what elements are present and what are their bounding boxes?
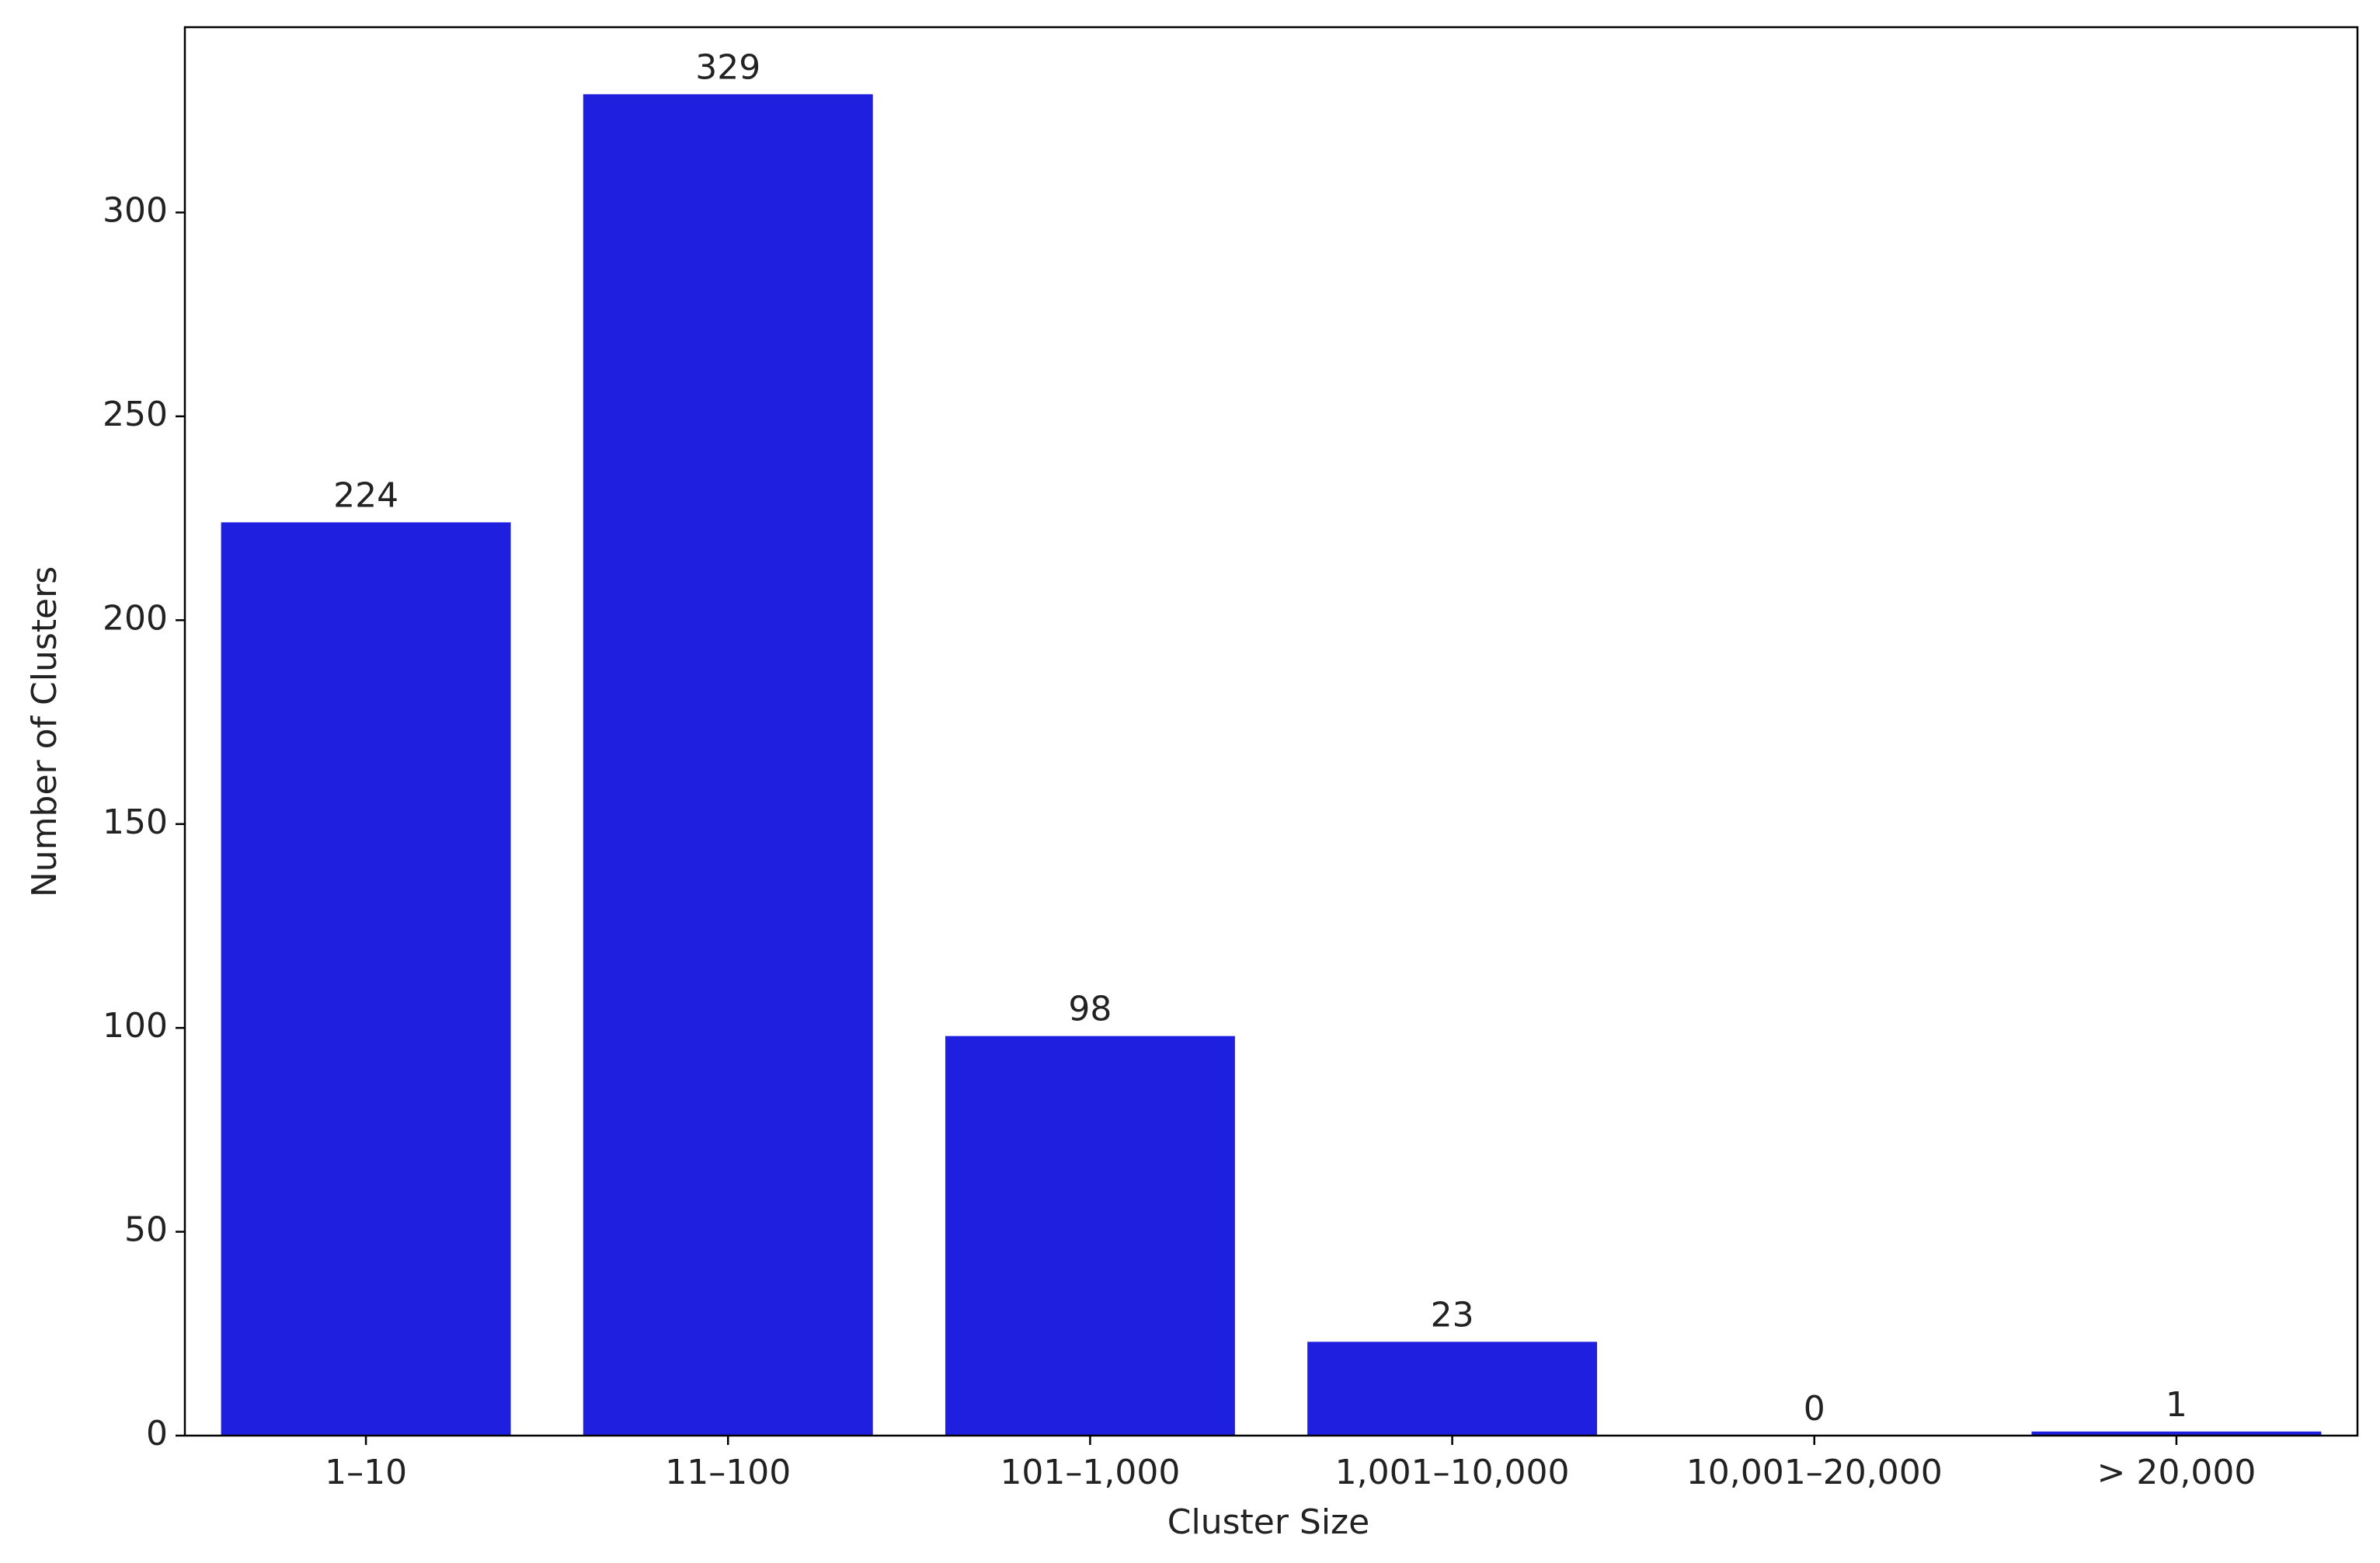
bar: [583, 94, 873, 1436]
x-tick-label: 1–10: [325, 1453, 407, 1492]
x-tick-label: > 20,000: [2097, 1453, 2256, 1492]
value-label: 1: [2166, 1385, 2187, 1425]
x-tick-label: 11–100: [665, 1453, 791, 1492]
y-tick-label: 50: [124, 1210, 168, 1250]
x-tick-label: 101–1,000: [1000, 1453, 1180, 1492]
y-tick-label: 300: [103, 191, 168, 231]
plot-frame: [183, 26, 2359, 1437]
bar: [2031, 1431, 2322, 1436]
y-tick-label: 200: [103, 598, 168, 638]
y-tick-label: 0: [146, 1414, 168, 1453]
bar: [945, 1036, 1235, 1436]
y-tick-label: 150: [103, 802, 168, 842]
value-label: 224: [333, 475, 398, 515]
x-axis-label: Cluster Size: [1167, 1502, 1369, 1542]
y-tick-label: 100: [103, 1006, 168, 1046]
x-tick-label: 10,001–20,000: [1686, 1453, 1943, 1492]
value-label: 329: [695, 47, 760, 87]
bar: [221, 522, 511, 1436]
bar: [1307, 1342, 1598, 1436]
y-tick-label: 250: [103, 395, 168, 434]
value-label: 23: [1431, 1295, 1474, 1335]
x-tick-label: 1,001–10,000: [1335, 1453, 1570, 1492]
value-label: 98: [1068, 990, 1112, 1029]
value-label: 0: [1804, 1389, 1825, 1429]
y-axis-label: Number of Clusters: [25, 566, 64, 897]
